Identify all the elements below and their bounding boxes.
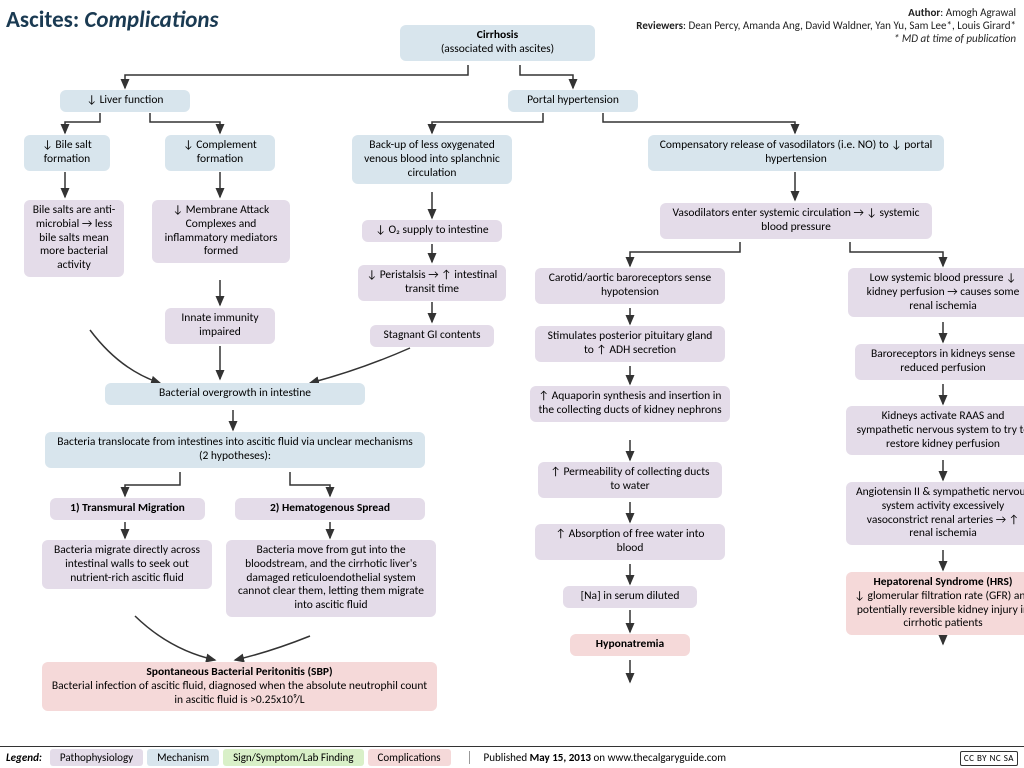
node-bile-anti: Bile salts are anti-microbial → less bil…	[24, 200, 124, 277]
node-raas: Kidneys activate RAAS and sympathetic ne…	[846, 406, 1024, 455]
node-o2: ↓ O₂ supply to intestine	[362, 220, 502, 242]
node-peristalsis: ↓ Peristalsis → ↑ intestinal transit tim…	[358, 265, 506, 301]
hyponatremia-text: Hyponatremia	[596, 638, 664, 652]
pub-prefix: Published	[484, 751, 528, 764]
author-name: Amogh Agrawal	[946, 6, 1016, 19]
author-label: Author	[908, 6, 940, 19]
hrs-sub: ↓ glomerular filtration rate (GFR) and p…	[854, 590, 1024, 631]
node-hemat-h: 2) Hematogenous Spread	[235, 498, 425, 520]
node-absorption: ↑ Absorption of free water into blood	[535, 524, 725, 560]
node-angiotensin: Angiotensin II & sympathetic nervous sys…	[846, 482, 1024, 545]
node-aquaporin: ↑ Aquaporin synthesis and insertion in t…	[530, 386, 730, 422]
legend-sign: Sign/Symptom/Lab Finding	[223, 749, 363, 766]
credits-block: Author: Amogh Agrawal Reviewers: Dean Pe…	[636, 6, 1016, 46]
node-transmural: Bacteria migrate directly across intesti…	[42, 540, 212, 589]
node-bile-salt: ↓ Bile salt formation	[24, 135, 110, 171]
legend-published: Published May 15, 2013 on www.thecalgary…	[469, 751, 726, 764]
hrs-title: Hepatorenal Syndrome (HRS)	[873, 576, 1012, 590]
legend-mechanism: Mechanism	[147, 749, 219, 766]
node-vasodilators: Vasodilators enter systemic circulation …	[660, 203, 932, 239]
sbp-sub: Bacterial infection of ascitic fluid, di…	[50, 680, 429, 708]
cirrhosis-sub: (associated with ascites)	[441, 43, 554, 57]
legend-patho: Pathophysiology	[50, 749, 143, 766]
title-suffix: Complications	[84, 6, 218, 34]
node-innate: Innate immunity impaired	[165, 308, 275, 344]
node-baro-kidney: Baroreceptors in kidneys sense reduced p…	[855, 344, 1024, 380]
node-overgrowth: Bacterial overgrowth in intestine	[105, 383, 365, 405]
pub-date: May 15, 2013	[530, 751, 591, 764]
node-compensatory: Compensatory release of vasodilators (i.…	[648, 135, 944, 171]
node-backup: Back-up of less oxygenated venous blood …	[352, 135, 512, 184]
legend-bar: Legend: Pathophysiology Mechanism Sign/S…	[0, 746, 1024, 768]
legend-label: Legend:	[0, 751, 48, 764]
node-complement: ↓ Complement formation	[165, 135, 275, 171]
node-hrs: Hepatorenal Syndrome (HRS) ↓ glomerular …	[846, 572, 1024, 635]
reviewers-label: Reviewers	[636, 19, 683, 32]
hemat-h-text: 2) Hematogenous Spread	[270, 502, 390, 516]
title-prefix: Ascites:	[6, 6, 79, 34]
node-transmural-h: 1) Transmural Migration	[50, 498, 205, 520]
node-portal-htn: Portal hypertension	[508, 90, 638, 112]
node-translocate: Bacteria translocate from intestines int…	[45, 432, 425, 468]
node-carotid: Carotid/aortic baroreceptors sense hypot…	[535, 268, 725, 304]
legend-complication: Complications	[368, 749, 451, 766]
credits-note: * MD at time of publication	[636, 32, 1016, 45]
pub-suffix: on www.thecalgaryguide.com	[594, 751, 727, 764]
node-na-diluted: [Na] in serum diluted	[563, 586, 697, 608]
node-stagnant: Stagnant GI contents	[370, 325, 494, 347]
node-mac: ↓ Membrane Attack Complexes and inflamma…	[152, 200, 290, 263]
node-low-bp: Low systemic blood pressure ↓ kidney per…	[848, 268, 1024, 317]
node-permeability: ↑ Permeability of collecting ducts to wa…	[538, 462, 722, 498]
node-hyponatremia: Hyponatremia	[570, 634, 690, 656]
cirrhosis-title: Cirrhosis	[477, 29, 518, 43]
reviewers-names: Dean Percy, Amanda Ang, David Waldner, Y…	[688, 19, 1016, 32]
node-hemat: Bacteria move from gut into the bloodstr…	[226, 540, 436, 617]
node-liver-function: ↓ Liver function	[60, 90, 190, 112]
sbp-title: Spontaneous Bacterial Peritonitis (SBP)	[146, 666, 332, 680]
cc-badge: CC BY NC SA	[960, 751, 1018, 766]
transmural-h-text: 1) Transmural Migration	[70, 502, 185, 516]
node-sbp: Spontaneous Bacterial Peritonitis (SBP) …	[42, 662, 437, 711]
node-pituitary: Stimulates posterior pituitary gland to …	[535, 326, 725, 362]
node-cirrhosis: Cirrhosis (associated with ascites)	[400, 25, 595, 61]
page-title: Ascites: Complications	[6, 6, 219, 34]
